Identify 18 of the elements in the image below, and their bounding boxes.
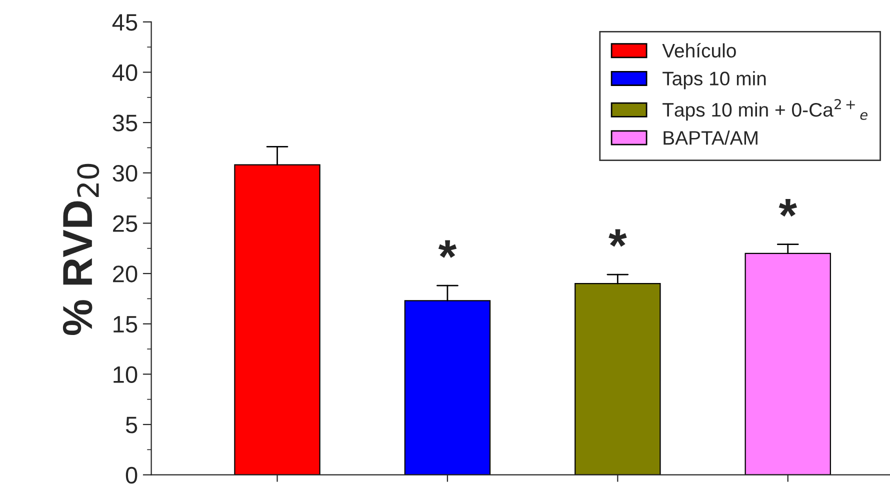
legend-label: Taps 10 min + 0-Ca$^{2+}$$_{e}$ bbox=[662, 99, 868, 121]
y-tick-label: 0 bbox=[126, 466, 138, 484]
y-tick-label: 5 bbox=[126, 416, 138, 434]
legend-label: Taps 10 min bbox=[662, 71, 766, 90]
legend-label: Vehículo bbox=[662, 43, 736, 58]
y-tick-label: 15 bbox=[114, 316, 138, 333]
data-label: * bbox=[438, 240, 457, 258]
data-label: * bbox=[608, 229, 627, 247]
y-axis-title: % RVD$_{20}$ bbox=[62, 164, 100, 336]
y-tick-label: 20 bbox=[113, 266, 138, 282]
y-tick-label: 10 bbox=[114, 366, 138, 383]
y-tick-label: 40 bbox=[112, 64, 138, 82]
y-tick-label: 35 bbox=[112, 114, 138, 132]
y-tick-label: 25 bbox=[113, 215, 138, 232]
y-tick-label: 30 bbox=[112, 164, 138, 182]
y-tick-label: 45 bbox=[112, 14, 138, 31]
data-label: * bbox=[778, 199, 798, 217]
legend-label: BAPTA/AM bbox=[664, 130, 758, 145]
